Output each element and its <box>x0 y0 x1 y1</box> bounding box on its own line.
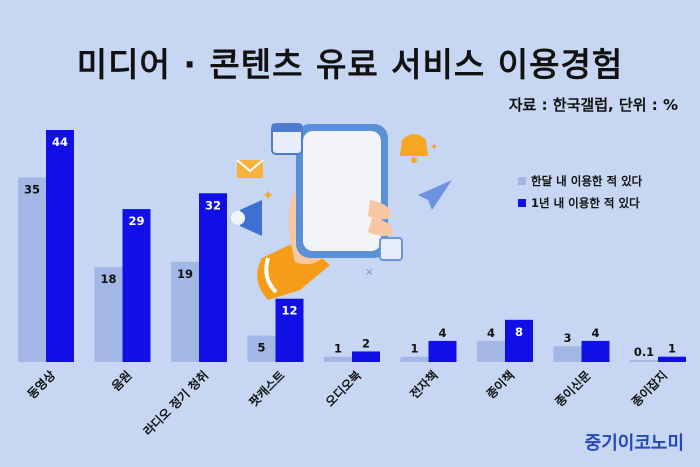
data-label-monthly-0: 35 <box>24 182 40 196</box>
svg-text:✦: ✦ <box>430 142 438 153</box>
bar-yearly-7 <box>581 340 610 362</box>
bar-yearly-8 <box>658 356 686 362</box>
data-label-monthly-7: 3 <box>563 331 571 345</box>
data-label-yearly-6: 8 <box>515 325 523 339</box>
data-label-yearly-4: 2 <box>362 336 370 350</box>
data-label-yearly-5: 4 <box>438 326 446 340</box>
legend-label-monthly: 한달 내 이용한 적 있다 <box>531 174 643 188</box>
data-label-yearly-2: 32 <box>205 198 221 212</box>
bar-monthly-5 <box>400 356 429 362</box>
bar-yearly-2 <box>199 193 227 362</box>
data-label-monthly-5: 1 <box>410 342 418 356</box>
chart-title: 미디어 · 콘텐츠 유료 서비스 이용경험 <box>76 45 624 84</box>
bar-yearly-5 <box>428 340 457 362</box>
bar-monthly-3 <box>247 335 276 362</box>
data-label-monthly-1: 18 <box>100 272 116 286</box>
chart-legend: 한달 내 이용한 적 있다 1년 내 이용한 적 있다 <box>518 170 642 214</box>
bar-monthly-2 <box>171 261 199 362</box>
source-note: 자료 : 한국갤럽, 단위 : % <box>508 96 678 114</box>
bar-monthly-6 <box>477 340 505 362</box>
data-label-monthly-6: 4 <box>487 326 495 340</box>
bar-monthly-7 <box>553 346 582 362</box>
bar-yearly-6 <box>505 319 533 362</box>
svg-text:×: × <box>365 267 373 278</box>
legend-label-yearly: 1년 내 이용한 적 있다 <box>531 196 640 210</box>
legend-swatch-monthly <box>518 177 526 185</box>
svg-text:✦: ✦ <box>262 188 274 204</box>
legend-item-monthly: 한달 내 이용한 적 있다 <box>518 170 642 192</box>
data-label-monthly-2: 19 <box>177 267 193 281</box>
bar-monthly-0 <box>18 177 46 362</box>
bar-monthly-8 <box>630 360 658 362</box>
data-label-monthly-4: 1 <box>334 342 342 356</box>
data-label-yearly-1: 29 <box>128 214 144 228</box>
bar-monthly-4 <box>324 356 352 362</box>
data-label-yearly-0: 44 <box>52 135 68 149</box>
data-label-monthly-3: 5 <box>257 341 265 355</box>
brand-logo-text: 중기이코노미 <box>584 433 684 454</box>
legend-item-yearly: 1년 내 이용한 적 있다 <box>518 192 642 214</box>
legend-swatch-yearly <box>518 199 526 207</box>
bar-monthly-1 <box>94 267 123 362</box>
bar-yearly-3 <box>275 298 304 362</box>
data-label-yearly-8: 1 <box>668 342 676 356</box>
bar-yearly-0 <box>46 130 74 362</box>
bar-yearly-4 <box>352 351 380 362</box>
data-label-yearly-3: 12 <box>281 304 297 318</box>
data-label-monthly-8: 0.1 <box>634 345 654 359</box>
bar-yearly-1 <box>122 209 151 362</box>
data-label-yearly-7: 4 <box>591 326 599 340</box>
